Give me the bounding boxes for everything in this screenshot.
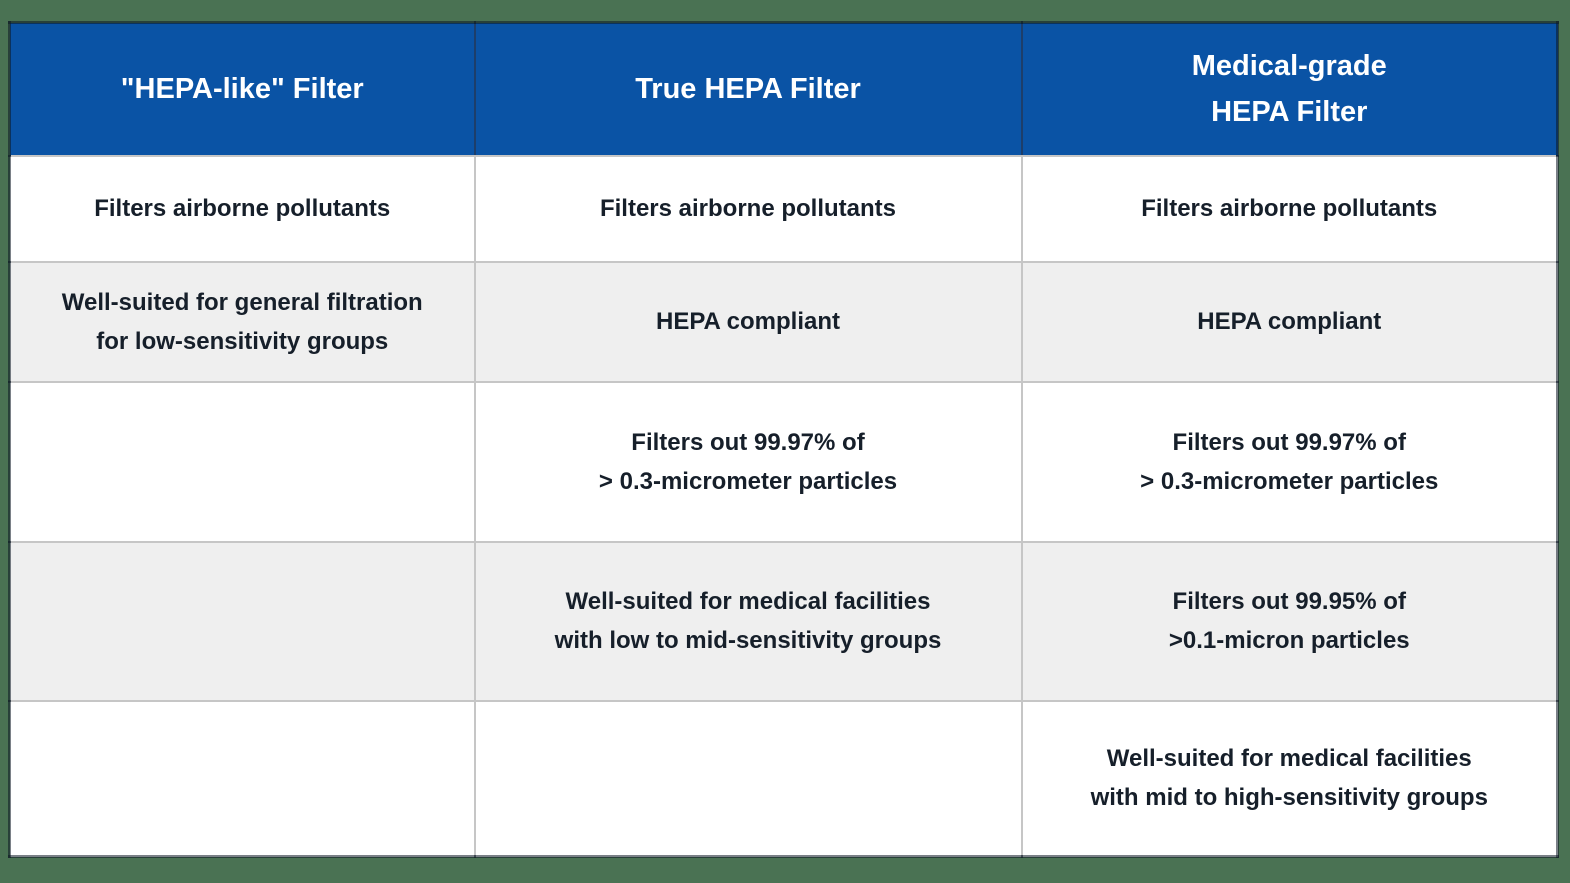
table-row: Well-suited for medical facilities with …	[8, 540, 1559, 702]
table-cell: Filters airborne pollutants	[473, 154, 1023, 264]
table-cell: Well-suited for medical facilities with …	[473, 540, 1023, 702]
header-cell-medical-grade: Medical-grade HEPA Filter	[1020, 22, 1559, 157]
table-cell: HEPA compliant	[473, 261, 1023, 383]
table-cell: Filters out 99.97% of > 0.3-micrometer p…	[1020, 380, 1559, 543]
table-row: Filters airborne pollutants Filters airb…	[8, 154, 1559, 264]
table-cell: Filters out 99.95% of >0.1-micron partic…	[1020, 540, 1559, 702]
table-row: Well-suited for medical facilities with …	[8, 699, 1559, 858]
table-cell: Filters out 99.97% of > 0.3-micrometer p…	[473, 380, 1023, 543]
header-cell-true-hepa: True HEPA Filter	[473, 22, 1023, 157]
header-row: "HEPA-like" Filter True HEPA Filter Medi…	[8, 22, 1559, 157]
table-cell-empty	[473, 699, 1023, 858]
table-row: Filters out 99.97% of > 0.3-micrometer p…	[8, 380, 1559, 543]
table-cell-empty	[8, 699, 476, 858]
table-cell: Filters airborne pollutants	[8, 154, 476, 264]
table-row: Well-suited for general filtration for l…	[8, 261, 1559, 383]
hepa-comparison-table: "HEPA-like" Filter True HEPA Filter Medi…	[8, 21, 1559, 858]
header-cell-hepa-like: "HEPA-like" Filter	[8, 22, 476, 157]
table-cell-empty	[8, 540, 476, 702]
table-cell-empty	[8, 380, 476, 543]
table-cell: HEPA compliant	[1020, 261, 1559, 383]
table-cell: Well-suited for general filtration for l…	[8, 261, 476, 383]
table-cell: Well-suited for medical facilities with …	[1020, 699, 1559, 858]
table-cell: Filters airborne pollutants	[1020, 154, 1559, 264]
